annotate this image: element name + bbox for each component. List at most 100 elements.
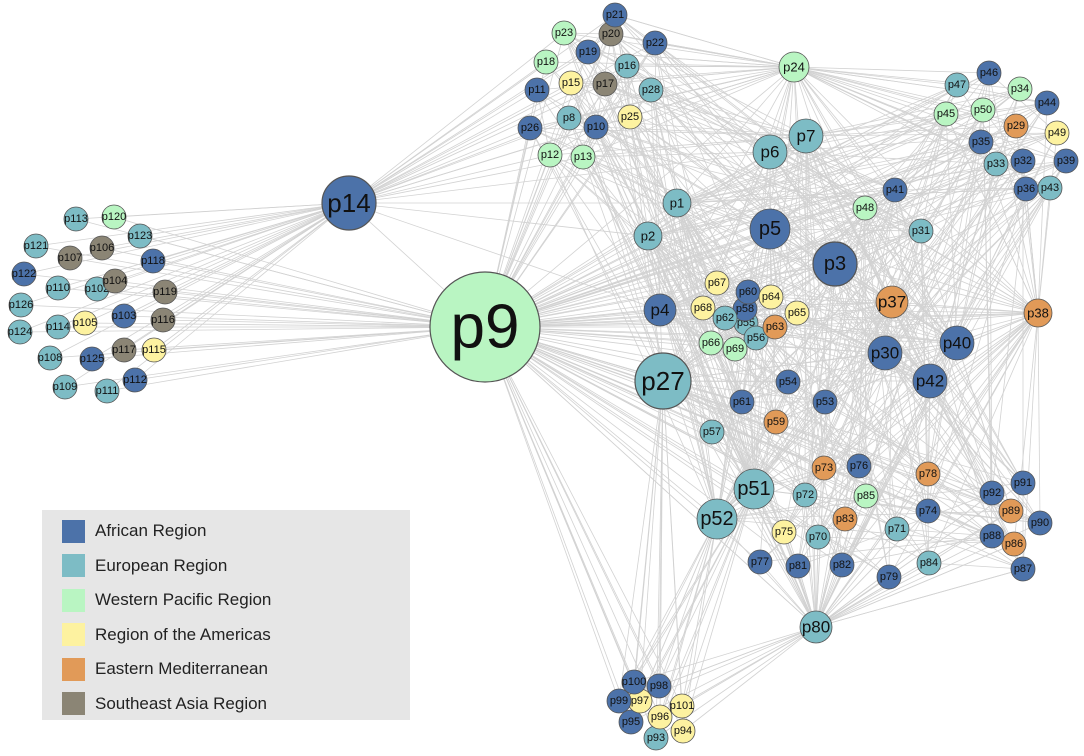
edge-p46-p49 (988, 72, 1058, 134)
edge-p52-p50 (716, 109, 984, 520)
node-label: p91 (1014, 477, 1032, 489)
node-circle (618, 709, 644, 735)
node-circle (1010, 148, 1036, 174)
node-label: p22 (646, 37, 664, 49)
edge-p12-p20 (549, 33, 612, 156)
node-circle (634, 352, 692, 410)
edge-p7-p28 (650, 89, 807, 137)
node-label: p93 (647, 732, 665, 744)
node-circle (152, 279, 178, 305)
node-circle (575, 39, 601, 65)
edge-p14-p21 (348, 14, 616, 204)
edge-p51-p101 (681, 488, 755, 707)
node-label: p102 (85, 283, 109, 295)
node-label: p66 (702, 337, 720, 349)
edge-p7-p8 (568, 117, 807, 137)
node-p119: p119 (152, 279, 178, 305)
node-p37: p37 (875, 285, 909, 319)
edge-p48-p20 (610, 33, 866, 209)
edge-p38-p44 (1037, 102, 1048, 314)
edge-p80-p94 (682, 626, 817, 732)
edge-p27-p101 (662, 380, 683, 707)
node-label: p40 (943, 334, 971, 353)
node-label: p37 (878, 293, 906, 312)
node-circle (606, 688, 632, 714)
node-p116: p116 (150, 307, 176, 333)
node-circle (970, 97, 996, 123)
node-circle (89, 235, 115, 261)
edge-p76-p77 (759, 465, 860, 563)
edge-p51-p23 (563, 32, 755, 490)
edge-p48-p85 (864, 207, 867, 497)
node-label: p16 (618, 60, 636, 72)
edge-p14-p108 (49, 202, 350, 359)
node-circle (642, 30, 668, 56)
node-circle (743, 325, 769, 351)
node-circle (7, 319, 33, 345)
edge-p14-p120 (113, 202, 350, 218)
node-label: p79 (880, 571, 898, 583)
edge-p14-p2 (348, 202, 649, 237)
node-label: p78 (919, 468, 937, 480)
node-p38: p38 (1023, 298, 1053, 328)
edge-p52-p12 (549, 154, 718, 520)
node-label: p121 (24, 240, 48, 252)
edge-p2-p81 (647, 235, 799, 567)
edge-p14-p22 (348, 42, 656, 204)
edge-p14-p125 (91, 202, 350, 360)
node-p65: p65 (784, 300, 810, 326)
node-label: p10 (587, 121, 605, 133)
node-circle (647, 704, 673, 730)
node-p103: p103 (111, 303, 137, 329)
node-label: p39 (1057, 155, 1075, 167)
node-label: p15 (562, 77, 580, 89)
edge-p1-p26 (529, 127, 678, 204)
edge-p14-p25 (348, 116, 631, 204)
node-circle (558, 70, 584, 96)
edge-p48-p60 (747, 207, 866, 293)
edge-p5-p27 (662, 228, 771, 382)
edge-p14-p114 (57, 202, 350, 328)
edge-p22-p63 (654, 42, 776, 328)
node-circle (983, 151, 1009, 177)
node-label: p100 (622, 676, 646, 688)
edge-p9-p95 (484, 326, 632, 723)
edge-p80-p86 (815, 543, 1015, 628)
node-circle (784, 300, 810, 326)
edge-p9-p80 (484, 326, 817, 628)
edge-p38-p46 (988, 72, 1039, 314)
node-circle (852, 195, 878, 221)
edge-p27-p26 (529, 127, 664, 382)
edge-p51-p22 (654, 42, 755, 490)
edge-p52-p54 (716, 381, 789, 520)
node-label: p101 (670, 700, 694, 712)
edge-p7-p45 (805, 113, 947, 137)
edge-p9-p121 (35, 245, 486, 328)
node-label: p88 (983, 530, 1001, 542)
node-p1: p1 (662, 188, 692, 218)
node-label: p26 (521, 122, 539, 134)
node-label: p69 (726, 343, 744, 355)
edge-p38-p72 (804, 312, 1039, 496)
node-label: p29 (1007, 120, 1025, 132)
node-p106: p106 (89, 235, 115, 261)
node-circle (908, 218, 934, 244)
node-circle (722, 336, 748, 362)
node-label: p18 (537, 56, 555, 68)
node-circle (976, 60, 1002, 86)
edge-p4-p12 (549, 154, 661, 311)
node-p107: p107 (57, 245, 83, 271)
node-p71: p71 (884, 516, 910, 542)
edge-p24-p30 (793, 66, 886, 354)
node-p51: p51 (733, 468, 775, 510)
node-circle (63, 206, 89, 232)
node-circle (763, 409, 789, 435)
node-circle (944, 72, 970, 98)
node-p14: p14 (321, 175, 377, 231)
edge-p14-p26 (348, 127, 531, 204)
edge-p40-p43 (956, 187, 1051, 344)
edge-p52-p98 (658, 518, 718, 687)
edge-p7-p44 (805, 102, 1048, 137)
edge-p27-p89 (662, 380, 1012, 512)
node-p110: p110 (45, 275, 71, 301)
